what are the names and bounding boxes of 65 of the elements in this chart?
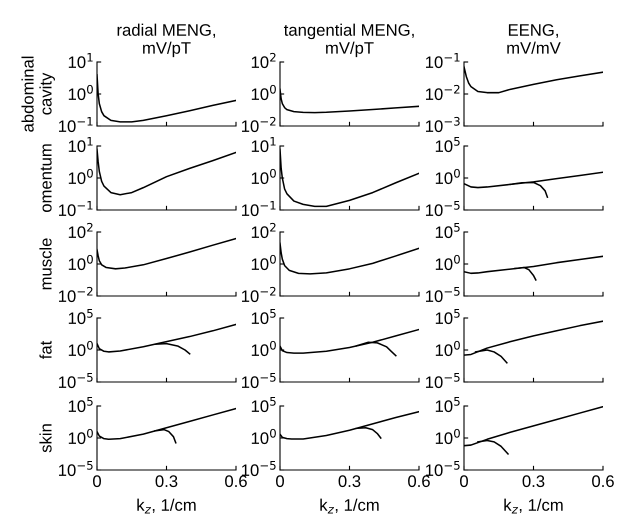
y-tick-label: 10$^{−5}$ xyxy=(426,373,460,388)
y-tick-label: 10$^{1}$ xyxy=(68,137,93,152)
chart-title: EENG, mV/mV xyxy=(507,24,561,54)
y-axis-title: omentum xyxy=(40,144,52,212)
x-axis-title: k$_{z}$, 1/cm xyxy=(320,498,379,514)
y-tick-label: 10$^{−5}$ xyxy=(426,201,460,216)
y-axis-title: skin xyxy=(39,424,52,452)
y-tick-label: 10$^{5}$ xyxy=(252,397,276,412)
y-tick-label: 10$^{2}$ xyxy=(252,222,276,238)
y-tick-label: 10$^{−5}$ xyxy=(242,461,276,476)
y-tick-label: 10$^{2}$ xyxy=(68,222,93,238)
y-tick-label: 10$^{5}$ xyxy=(252,309,276,324)
y-tick-label: 10$^{0}$ xyxy=(68,428,93,444)
y-tick-label: 10$^{0}$ xyxy=(252,340,276,356)
x-tick-label: 0.6 xyxy=(408,475,430,488)
y-tick-label: 10$^{−5}$ xyxy=(426,461,460,476)
y-axis-title: muscle xyxy=(39,238,52,290)
x-tick-label: 0.3 xyxy=(156,475,178,488)
y-tick-label: 10$^{−5}$ xyxy=(58,373,93,388)
y-tick-label: 10$^{−5}$ xyxy=(426,287,460,302)
y-tick-label: 10$^{−2}$ xyxy=(242,116,276,132)
y-tick-label: 10$^{−1}$ xyxy=(426,53,460,68)
y-tick-label: 10$^{5}$ xyxy=(436,397,460,412)
y-tick-label: 10$^{0}$ xyxy=(436,168,460,184)
y-tick-label: 10$^{0}$ xyxy=(252,84,276,100)
y-tick-label: 10$^{5}$ xyxy=(68,309,93,324)
x-tick-label: 0 xyxy=(276,475,284,488)
y-tick-label: 10$^{−5}$ xyxy=(242,373,276,388)
y-tick-label: 10$^{0}$ xyxy=(68,168,93,184)
x-axis-title: k$_{z}$, 1/cm xyxy=(137,498,196,514)
y-axis-title: fat xyxy=(39,340,52,360)
y-tick-label: 10$^{−3}$ xyxy=(426,116,460,132)
y-tick-label: 10$^{2}$ xyxy=(252,52,276,68)
y-tick-label: 10$^{0}$ xyxy=(252,168,276,184)
x-tick-label: 0.3 xyxy=(522,475,544,488)
y-tick-label: 10$^{1}$ xyxy=(68,53,93,68)
x-tick-label: 0 xyxy=(460,475,468,488)
y-tick-label: 10$^{−1}$ xyxy=(58,117,93,132)
y-tick-label: 10$^{5}$ xyxy=(436,223,460,238)
y-tick-label: 10$^{0}$ xyxy=(68,254,93,270)
y-tick-label: 10$^{0}$ xyxy=(436,254,460,270)
y-axis-title: abdominal cavity xyxy=(21,56,55,132)
y-tick-label: 10$^{−5}$ xyxy=(58,461,93,476)
y-tick-label: 10$^{0}$ xyxy=(68,84,93,100)
y-tick-label: 10$^{−2}$ xyxy=(426,84,460,100)
chart-title: tangential MENG, mV/pT xyxy=(284,24,414,58)
y-tick-label: 10$^{−1}$ xyxy=(242,201,276,216)
y-tick-label: 10$^{0}$ xyxy=(252,428,276,444)
y-tick-label: 10$^{−2}$ xyxy=(58,286,92,302)
y-tick-label: 10$^{5}$ xyxy=(436,137,460,152)
y-tick-label: 10$^{−2}$ xyxy=(242,286,276,302)
chart-title: radial MENG, mV/pT xyxy=(118,24,216,58)
x-tick-label: 0.6 xyxy=(592,475,614,488)
x-tick-label: 0.3 xyxy=(338,475,360,488)
y-tick-label: 10$^{1}$ xyxy=(252,137,276,152)
y-tick-label: 10$^{0}$ xyxy=(68,340,93,356)
y-tick-label: 10$^{5}$ xyxy=(436,309,460,324)
y-tick-label: 10$^{−1}$ xyxy=(58,201,93,216)
y-tick-label: 10$^{5}$ xyxy=(68,397,93,412)
x-tick-label: 0.6 xyxy=(225,475,247,488)
x-tick-label: 0 xyxy=(93,475,101,488)
y-tick-label: 10$^{0}$ xyxy=(436,428,460,444)
x-axis-title: k$_{z}$, 1/cm xyxy=(504,498,563,514)
y-tick-label: 10$^{0}$ xyxy=(252,254,276,270)
y-tick-label: 10$^{0}$ xyxy=(436,340,460,356)
